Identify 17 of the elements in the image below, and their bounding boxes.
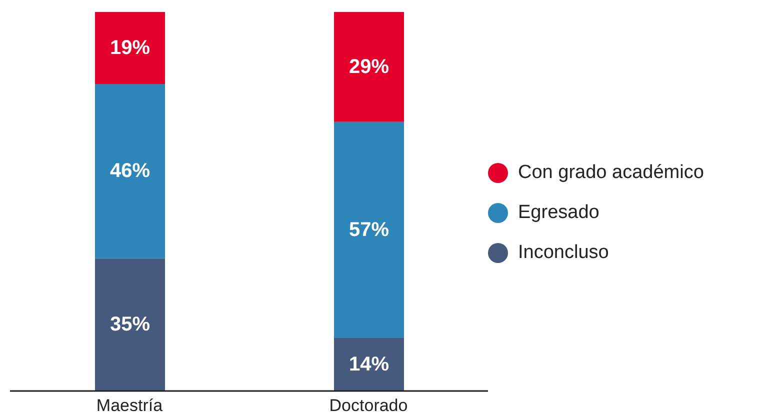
legend-label: Con grado académico [518, 162, 704, 184]
bar [95, 12, 165, 84]
data-label: 14% [348, 353, 390, 376]
data-label: 19% [110, 37, 150, 60]
bar [95, 258, 165, 391]
data-label: 29% [348, 56, 390, 78]
bar [334, 12, 404, 122]
data-label: 35% [110, 314, 150, 336]
data-label: 57% [348, 218, 390, 241]
bar [334, 122, 404, 338]
bar [95, 84, 165, 258]
x-tick-label: Maestría [96, 396, 164, 416]
data-label: 46% [110, 160, 150, 182]
bar [334, 338, 404, 391]
x-tick-label: Doctorado [329, 396, 408, 416]
legend-label: Egresado [518, 202, 600, 224]
legend-label: Inconcluso [518, 242, 609, 264]
